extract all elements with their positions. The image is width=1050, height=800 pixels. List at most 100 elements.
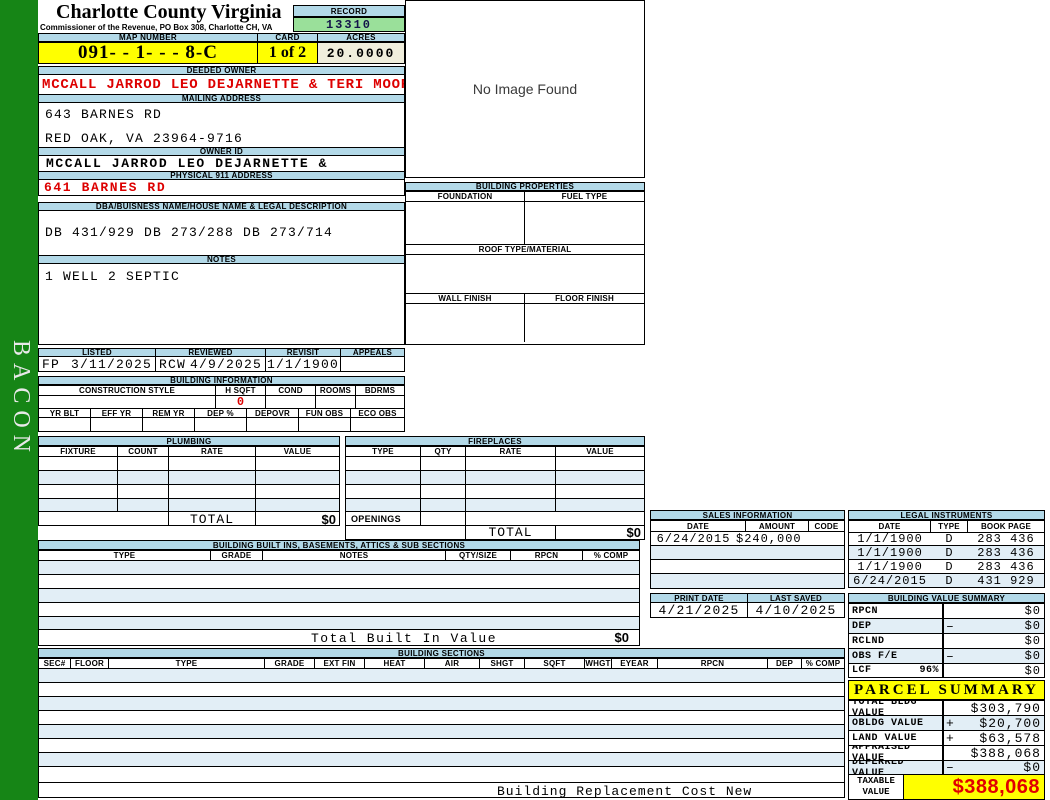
wall-finish-value bbox=[406, 304, 525, 342]
bvs-value: $0 bbox=[1024, 604, 1041, 618]
bvs-row: OBS F/E – $0 bbox=[849, 649, 1044, 664]
last-saved-value: 4/10/2025 bbox=[755, 603, 837, 617]
bvs-op: – bbox=[946, 619, 954, 633]
sales-amount: $240,000 bbox=[736, 532, 802, 545]
construction-style-header: CONSTRUCTION STYLE bbox=[39, 386, 216, 395]
funobs-value bbox=[299, 418, 351, 431]
foundation-value bbox=[406, 202, 525, 244]
extfin-header: EXT FIN bbox=[315, 659, 365, 668]
plumbing-total-spacer bbox=[39, 512, 169, 526]
building-value-summary-header: BUILDING VALUE SUMMARY bbox=[848, 593, 1045, 603]
plumbing-total-label: TOTAL bbox=[169, 512, 256, 526]
taxable-value: $388,068 bbox=[904, 775, 1044, 799]
parcel-summary-header: PARCEL SUMMARY bbox=[848, 680, 1045, 700]
taxable-row: TAXABLE VALUE $388,068 bbox=[849, 775, 1044, 799]
mailing-address-line1: 643 BARNES RD bbox=[45, 107, 163, 122]
effyr-header: EFF YR bbox=[91, 409, 143, 417]
building-properties-header: BUILDING PROPERTIES bbox=[405, 182, 645, 191]
bvs-row: LCF 96% $0 bbox=[849, 664, 1044, 677]
building-replacement-label: Building Replacement Cost New bbox=[497, 784, 753, 798]
plumbing-header: PLUMBING bbox=[38, 436, 340, 446]
plumbing-cell bbox=[169, 471, 256, 484]
plumbing-cell bbox=[256, 471, 339, 484]
parcel-value: $388,068 bbox=[970, 746, 1041, 760]
rooms-header: ROOMS bbox=[316, 386, 356, 395]
deeded-owner-header: DEEDED OWNER bbox=[38, 66, 405, 75]
plumbing-cell bbox=[169, 499, 256, 511]
funobs-header: FUN OBS bbox=[299, 409, 351, 417]
li-bookpage: 283 436 bbox=[977, 546, 1035, 559]
listed-by: FP bbox=[42, 357, 61, 371]
bi-grade-header: GRADE bbox=[211, 551, 263, 560]
building-sections-table: SEC# FLOOR TYPE GRADE EXT FIN HEAT AIR S… bbox=[38, 658, 845, 798]
built-ins-row bbox=[39, 561, 639, 575]
property-image-panel: No Image Found bbox=[405, 0, 645, 178]
plumbing-cell bbox=[256, 457, 339, 470]
fireplaces-total-value: $0 bbox=[626, 526, 641, 539]
building-sections-header: BUILDING SECTIONS bbox=[38, 648, 845, 658]
bvs-row: RCLND $0 bbox=[849, 634, 1044, 649]
sales-row bbox=[651, 574, 844, 588]
reviewed-by: RCW bbox=[159, 357, 187, 371]
fixture-header: FIXTURE bbox=[39, 447, 118, 456]
li-type: D bbox=[945, 533, 954, 545]
bvs-label: LCF bbox=[852, 665, 872, 676]
mailing-address-box: 643 BARNES RD RED OAK, VA 23964-9716 bbox=[38, 103, 405, 147]
acres-value: 20.0000 bbox=[317, 42, 405, 64]
parcel-label: DEFERRED VALUE bbox=[849, 761, 944, 774]
page-title: Charlotte County Virginia bbox=[56, 1, 282, 23]
plumbing-cell bbox=[39, 457, 118, 470]
building-sections-row bbox=[39, 697, 844, 711]
built-ins-header: BUILDING BUILT INS, BASEMENTS, ATTICS & … bbox=[38, 540, 640, 550]
mailing-address-header: MAILING ADDRESS bbox=[38, 94, 405, 103]
sales-date: 6/24/2015 bbox=[656, 532, 731, 545]
fireplaces-cell bbox=[346, 471, 421, 484]
count-header: COUNT bbox=[118, 447, 169, 456]
dep-pct-header: DEP % bbox=[195, 409, 247, 417]
fireplaces-cell bbox=[556, 471, 644, 484]
fireplaces-cell bbox=[346, 499, 421, 511]
physical-address-value: 641 BARNES RD bbox=[38, 180, 405, 196]
li-date: 1/1/1900 bbox=[857, 533, 923, 545]
built-ins-total-label: Total Built In Value bbox=[311, 631, 498, 645]
owner-id-header: OWNER ID bbox=[38, 147, 405, 156]
card-value: 1 of 2 bbox=[257, 42, 318, 64]
li-date: 1/1/1900 bbox=[857, 546, 923, 559]
comp-header: % COMP bbox=[805, 659, 841, 668]
li-bookpage: 283 436 bbox=[977, 533, 1035, 545]
reviewed-cell: RCW 4/9/2025 bbox=[156, 357, 266, 371]
building-sections-row bbox=[39, 683, 844, 697]
parcel-label: OBLDG VALUE bbox=[849, 716, 944, 730]
effyr-value bbox=[91, 418, 143, 431]
notes-box: 1 WELL 2 SEPTIC bbox=[38, 264, 405, 345]
heat-header: HEAT bbox=[365, 659, 425, 668]
construction-style-value bbox=[39, 396, 216, 408]
parcel-value: $20,700 bbox=[979, 716, 1041, 730]
plumbing-table: FIXTURE COUNT RATE VALUE TOTAL $0 bbox=[38, 446, 340, 526]
building-information-header: BUILDING INFORMATION bbox=[38, 376, 405, 385]
sec-header: SEC# bbox=[39, 659, 71, 668]
hsqft-value: 0 bbox=[216, 396, 266, 408]
plumbing-cell bbox=[39, 471, 118, 484]
owner-id-value: MCCALL JARROD LEO DEJARNETTE & bbox=[38, 156, 405, 171]
parcel-op: + bbox=[946, 716, 954, 730]
parcel-row: APPRAISED VALUE $388,068 bbox=[849, 746, 1044, 761]
rooms-value bbox=[316, 396, 356, 408]
sales-row: 6/24/2015 $240,000 bbox=[651, 532, 844, 546]
sales-table: DATE AMOUNT CODE 6/24/2015 $240,000 bbox=[650, 520, 845, 589]
fuel-type-value bbox=[525, 202, 644, 244]
parcel-value: $63,578 bbox=[979, 731, 1041, 745]
bvs-value: $0 bbox=[1024, 619, 1041, 633]
cond-header: COND bbox=[266, 386, 316, 395]
ecoobs-value bbox=[351, 418, 404, 431]
wall-finish-header: WALL FINISH bbox=[406, 294, 525, 303]
fireplaces-cell bbox=[466, 485, 556, 498]
remyr-header: REM YR bbox=[143, 409, 195, 417]
built-ins-total-row: Total Built In Value $0 bbox=[39, 630, 639, 645]
li-type-header: TYPE bbox=[931, 521, 968, 532]
fireplaces-total-spacer bbox=[346, 526, 466, 539]
bvs-pct: 96% bbox=[919, 665, 939, 676]
fireplaces-cell bbox=[346, 457, 421, 470]
rate-header: RATE bbox=[169, 447, 256, 456]
plumbing-cell bbox=[118, 471, 169, 484]
